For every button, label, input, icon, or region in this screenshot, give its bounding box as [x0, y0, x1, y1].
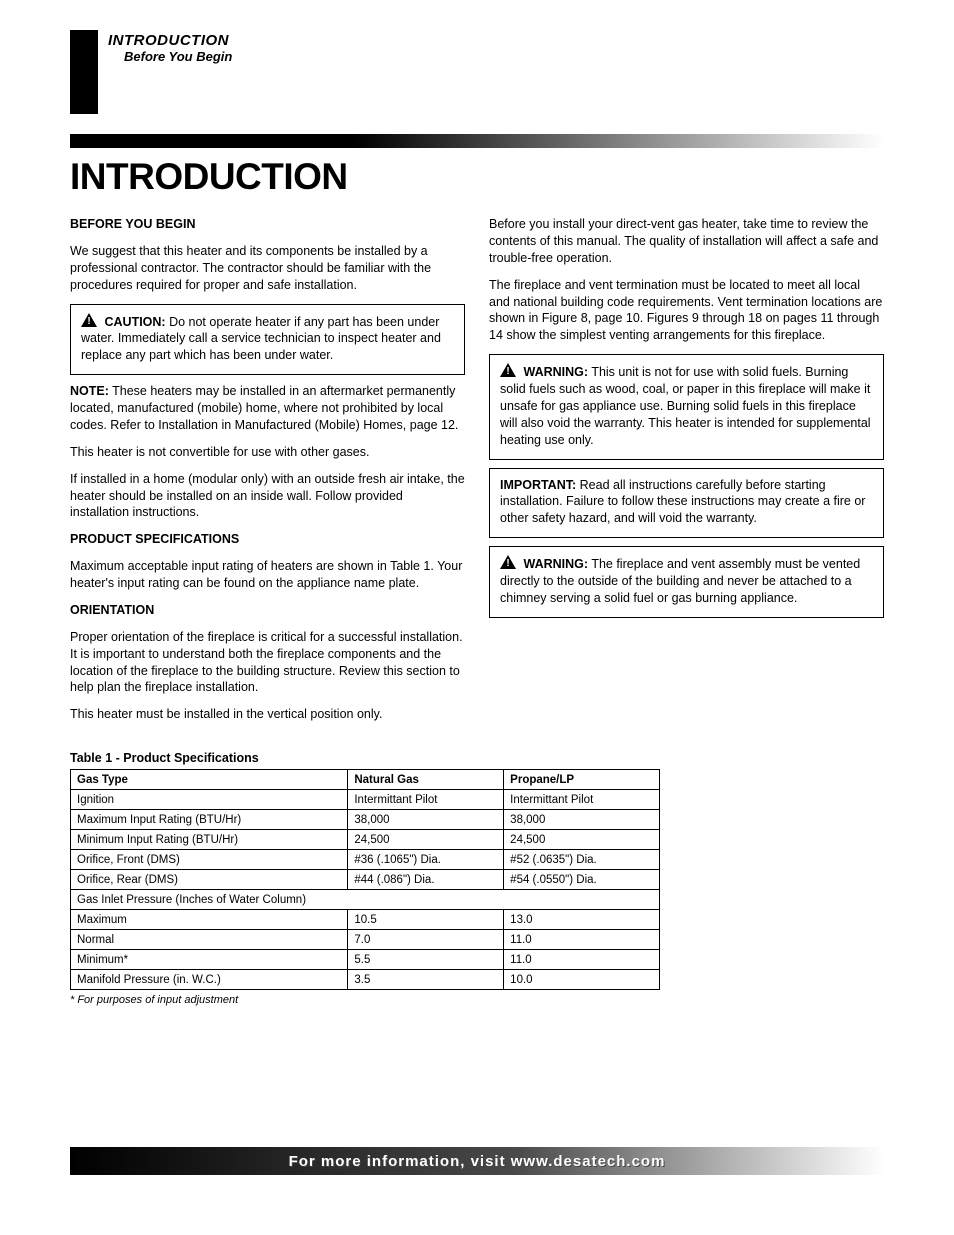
- table-footnote: * For purposes of input adjustment: [70, 994, 660, 1006]
- before-heading-text: BEFORE YOU BEGIN: [70, 217, 195, 231]
- two-column-body: BEFORE YOU BEGIN We suggest that this he…: [70, 216, 884, 733]
- table-cell: 10.5: [348, 910, 504, 930]
- table-header-cell: Natural Gas: [348, 770, 504, 790]
- orientation-heading: ORIENTATION: [70, 602, 465, 619]
- table-cell: #52 (.0635") Dia.: [504, 850, 660, 870]
- orientation-body: Proper orientation of the fireplace is c…: [70, 629, 465, 697]
- table-cell: #54 (.0550") Dia.: [504, 870, 660, 890]
- before-body: We suggest that this heater and its comp…: [70, 243, 465, 294]
- caution-box: CAUTION: Do not operate heater if any pa…: [70, 304, 465, 376]
- table-cell: 10.0: [504, 970, 660, 990]
- left-p3: If installed in a home (modular only) wi…: [70, 471, 465, 522]
- note-body: These heaters may be installed in an aft…: [70, 384, 458, 432]
- table-cell: #36 (.1065") Dia.: [348, 850, 504, 870]
- table-cell: 24,500: [348, 830, 504, 850]
- orientation-heading-text: ORIENTATION: [70, 603, 154, 617]
- right-intro: Before you install your direct-vent gas …: [489, 216, 884, 267]
- note-para: NOTE: These heaters may be installed in …: [70, 383, 465, 434]
- footer-bar: For more information, visit www.desatech…: [70, 1147, 884, 1175]
- table-header-cell: Gas Type: [71, 770, 348, 790]
- table-row: Maximum10.513.0: [71, 910, 660, 930]
- left-column: BEFORE YOU BEGIN We suggest that this he…: [70, 216, 465, 733]
- table-cell: 11.0: [504, 950, 660, 970]
- table-cell: 11.0: [504, 930, 660, 950]
- right-intro2: The fireplace and vent termination must …: [489, 277, 884, 345]
- table-cell: Minimum*: [71, 950, 348, 970]
- warning1-label: WARNING:: [523, 365, 588, 379]
- table-row: IgnitionIntermittant PilotIntermittant P…: [71, 790, 660, 810]
- spec-heading: PRODUCT SPECIFICATIONS: [70, 531, 465, 548]
- spec-heading-text: PRODUCT SPECIFICATIONS: [70, 532, 239, 546]
- warning-box-1: WARNING: This unit is not for use with s…: [489, 354, 884, 459]
- spec-table-wrap: Table 1 - Product Specifications Gas Typ…: [70, 751, 660, 1006]
- table-row: Minimum Input Rating (BTU/Hr)24,50024,50…: [71, 830, 660, 850]
- left-p2: This heater is not convertible for use w…: [70, 444, 465, 461]
- table-span-row: Gas Inlet Pressure (Inches of Water Colu…: [71, 890, 660, 910]
- table-cell: Intermittant Pilot: [504, 790, 660, 810]
- warning-icon: [81, 313, 97, 327]
- table-cell: Intermittant Pilot: [348, 790, 504, 810]
- table-cell: 13.0: [504, 910, 660, 930]
- spec-body: Maximum acceptable input rating of heate…: [70, 558, 465, 592]
- table-row: Orifice, Rear (DMS)#44 (.086") Dia.#54 (…: [71, 870, 660, 890]
- important-box: IMPORTANT: Read all instructions careful…: [489, 468, 884, 539]
- footer-text: For more information, visit www.desatech…: [289, 1153, 666, 1170]
- table-cell: 5.5: [348, 950, 504, 970]
- table-cell: 7.0: [348, 930, 504, 950]
- header-subsection: Before You Begin: [124, 49, 232, 64]
- important-label: IMPORTANT:: [500, 478, 576, 492]
- warning2-label: WARNING:: [523, 557, 588, 571]
- table-header-cell: Propane/LP: [504, 770, 660, 790]
- page-title: INTRODUCTION: [70, 156, 884, 198]
- table-cell: 38,000: [504, 810, 660, 830]
- table-row: Manifold Pressure (in. W.C.)3.510.0: [71, 970, 660, 990]
- caution-label: CAUTION:: [104, 315, 165, 329]
- table-cell: 24,500: [504, 830, 660, 850]
- table-cell: Minimum Input Rating (BTU/Hr): [71, 830, 348, 850]
- table-span-cell: Gas Inlet Pressure (Inches of Water Colu…: [71, 890, 660, 910]
- note-label: NOTE:: [70, 384, 109, 398]
- table-caption: Table 1 - Product Specifications: [70, 751, 660, 765]
- left-p4: This heater must be installed in the ver…: [70, 706, 465, 723]
- header-text: INTRODUCTION Before You Begin: [108, 30, 232, 64]
- table-cell: Ignition: [71, 790, 348, 810]
- page-number: 4: [79, 89, 86, 103]
- table-cell: Orifice, Front (DMS): [71, 850, 348, 870]
- header: INTRODUCTION Before You Begin: [70, 30, 884, 114]
- table-row: Orifice, Front (DMS)#36 (.1065") Dia.#52…: [71, 850, 660, 870]
- spec-table-body: IgnitionIntermittant PilotIntermittant P…: [71, 790, 660, 990]
- table-cell: Maximum Input Rating (BTU/Hr): [71, 810, 348, 830]
- table-cell: 38,000: [348, 810, 504, 830]
- table-row: Minimum*5.511.0: [71, 950, 660, 970]
- warning-box-2: WARNING: The fireplace and vent assembly…: [489, 546, 884, 618]
- table-cell: 3.5: [348, 970, 504, 990]
- warning-icon: [500, 555, 516, 569]
- table-cell: Normal: [71, 930, 348, 950]
- table-row: Normal7.011.0: [71, 930, 660, 950]
- table-cell: Maximum: [71, 910, 348, 930]
- spec-table: Gas TypeNatural GasPropane/LP IgnitionIn…: [70, 769, 660, 990]
- header-rule: [70, 134, 884, 148]
- table-cell: Orifice, Rear (DMS): [71, 870, 348, 890]
- table-cell: #44 (.086") Dia.: [348, 870, 504, 890]
- header-section: INTRODUCTION: [108, 32, 232, 49]
- warning-icon: [500, 363, 516, 377]
- table-row: Maximum Input Rating (BTU/Hr)38,00038,00…: [71, 810, 660, 830]
- page: INTRODUCTION Before You Begin 4 INTRODUC…: [0, 0, 954, 1235]
- right-column: Before you install your direct-vent gas …: [489, 216, 884, 733]
- table-cell: Manifold Pressure (in. W.C.): [71, 970, 348, 990]
- spec-table-head: Gas TypeNatural GasPropane/LP: [71, 770, 660, 790]
- before-you-begin-heading: BEFORE YOU BEGIN: [70, 216, 465, 233]
